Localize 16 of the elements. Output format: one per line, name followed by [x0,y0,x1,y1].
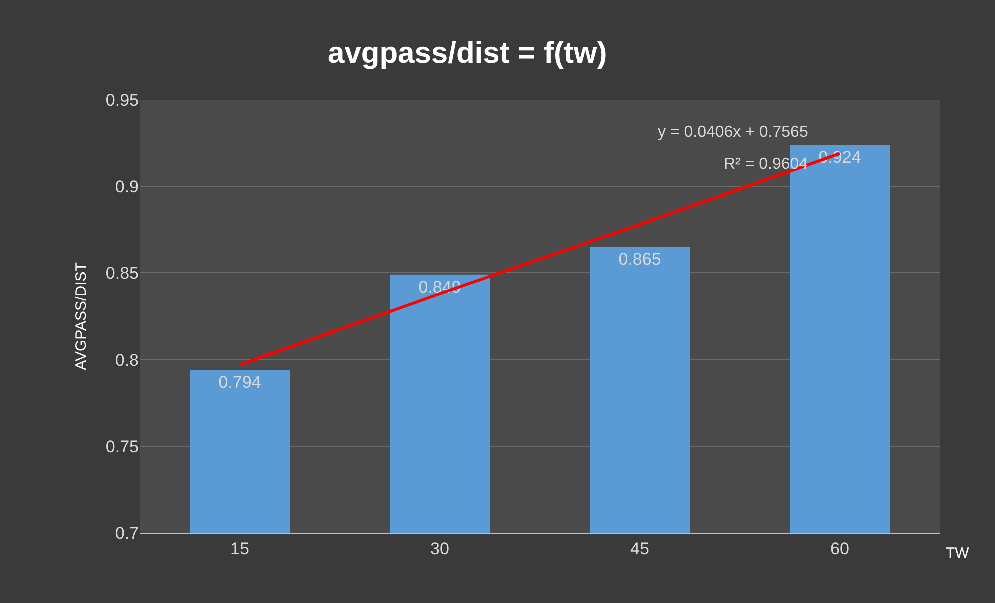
x-axis-title: TW [946,545,970,562]
x-tick-label: 60 [830,539,850,558]
y-tick-label: 0.75 [106,437,139,456]
y-tick-label: 0.7 [115,524,139,543]
y-axis-title: AVGPASS/DIST [73,262,90,370]
annotation: y = 0.0406x + 0.7565 [658,124,808,141]
y-tick-label: 0.9 [115,178,139,197]
y-tick-label: 0.85 [106,264,139,284]
y-tick-label: 0.8 [115,350,139,370]
x-tick-label: 45 [630,539,650,558]
x-tick-label: 15 [230,539,250,558]
x-tick-label: 30 [430,539,450,558]
y-tick-label: 0.95 [106,90,139,110]
data-label: 0.794 [218,373,262,392]
data-label: 0.865 [618,250,662,270]
chart-title: avgpass/dist = f(tw) [328,37,608,70]
